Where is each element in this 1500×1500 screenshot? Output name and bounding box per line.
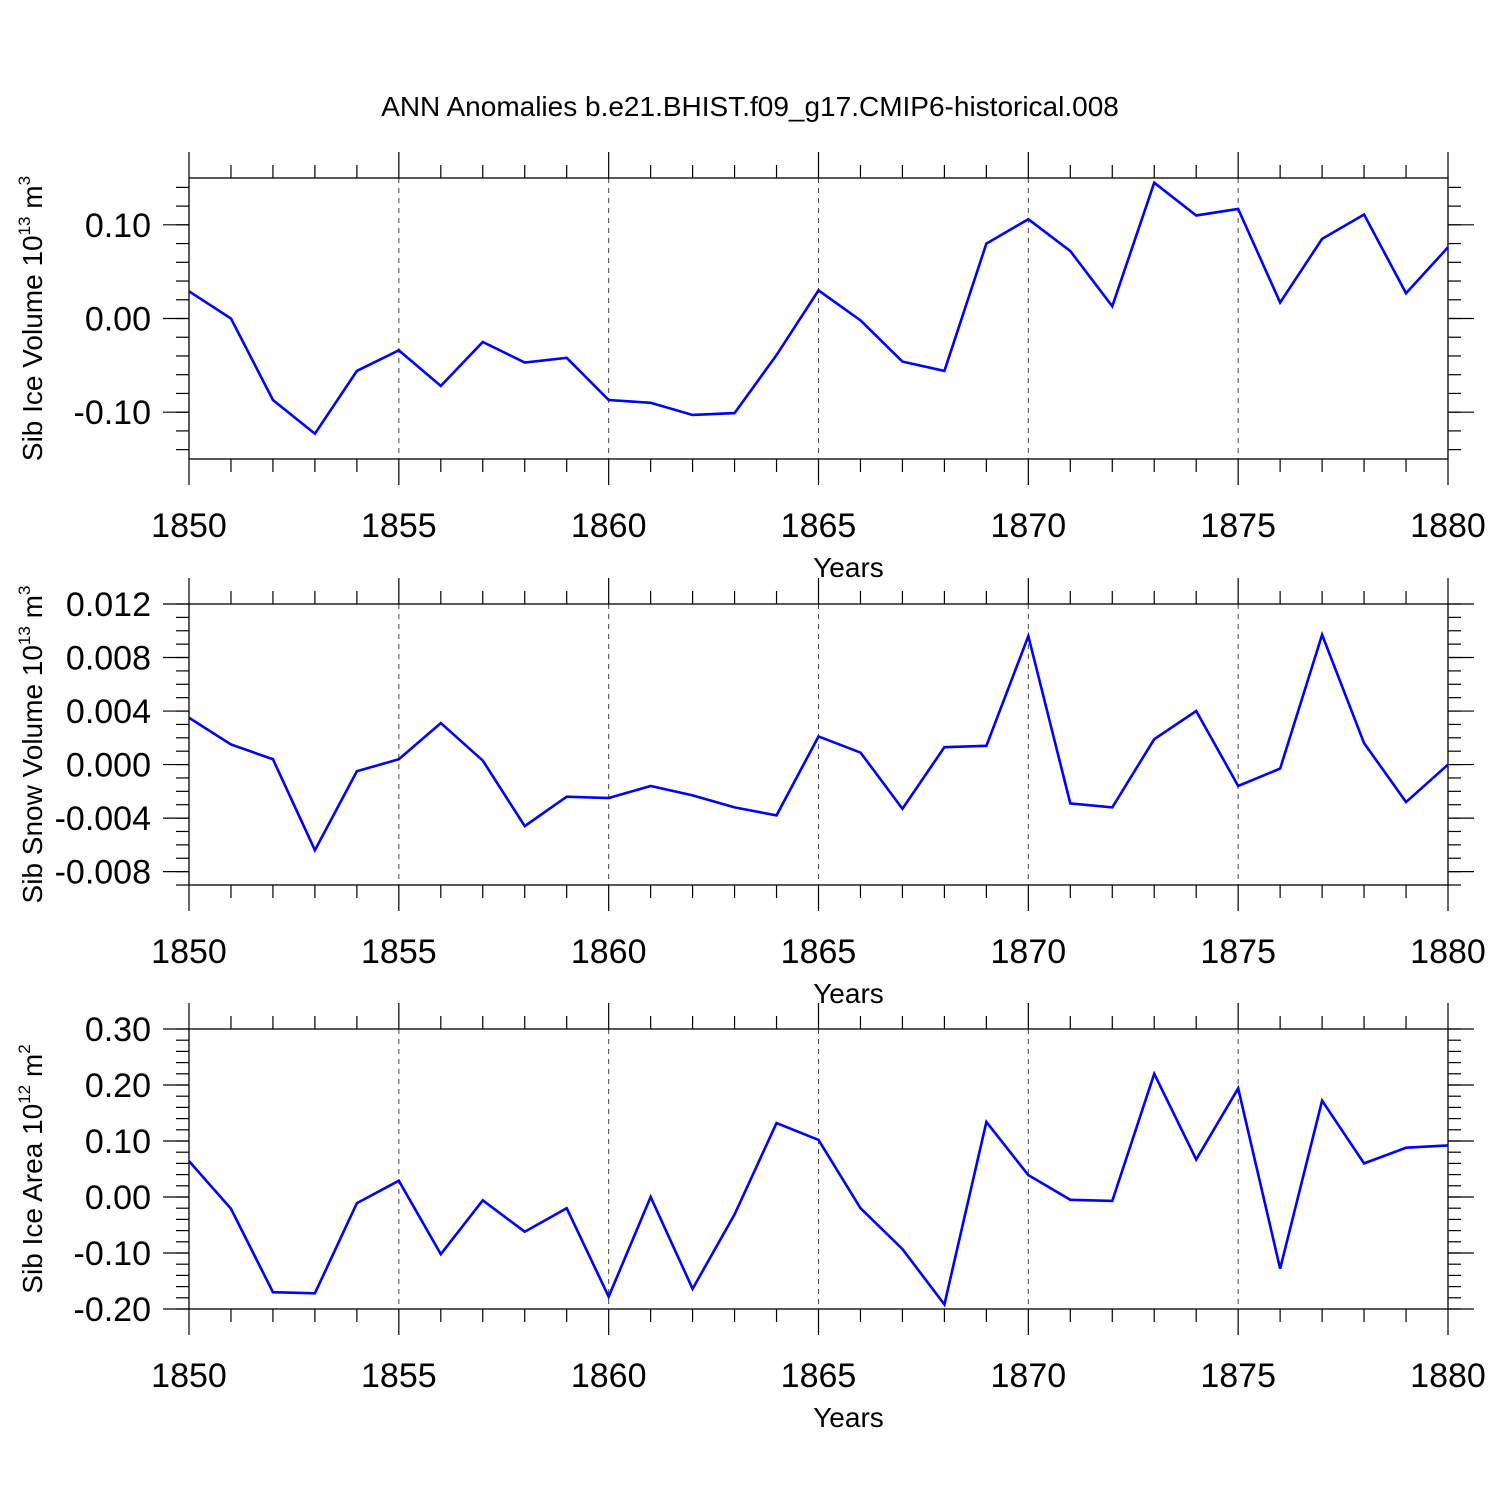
x-axis-label: Years [813, 552, 884, 583]
x-tick-label: 1865 [781, 1357, 857, 1395]
y-tick-label: -0.004 [55, 800, 151, 838]
x-tick-label: 1850 [151, 507, 227, 545]
y-tick-label: 0.10 [85, 1123, 151, 1161]
figure-title: ANN Anomalies b.e21.BHIST.f09_g17.CMIP6-… [381, 91, 1119, 122]
y-axis-label-main: Sib Snow Volume 10 [17, 645, 48, 903]
y-axis-label-main: Sib Ice Volume 10 [17, 235, 48, 461]
x-tick-label: 1875 [1200, 1357, 1276, 1395]
y-axis-label-exponent: 13 [15, 216, 34, 235]
x-tick-label: 1855 [361, 507, 437, 545]
x-tick-label: 1880 [1410, 1357, 1486, 1395]
x-axis-label: Years [813, 1402, 884, 1433]
y-tick-label: -0.008 [55, 854, 151, 892]
x-tick-label: 1860 [571, 507, 647, 545]
x-tick-label: 1850 [151, 1357, 227, 1395]
y-axis-label-main: Sib Ice Area 10 [17, 1104, 48, 1294]
x-tick-label: 1855 [361, 933, 437, 971]
y-axis-label-unit-exponent: 2 [15, 1044, 34, 1053]
y-axis-label-unit-exponent: 3 [15, 176, 34, 185]
x-tick-label: 1850 [151, 933, 227, 971]
y-axis-label-unit: m [17, 1054, 48, 1085]
y-axis-label-exponent: 12 [15, 1085, 34, 1104]
y-tick-label: 0.008 [66, 640, 151, 678]
y-tick-label: 0.10 [85, 207, 151, 245]
x-tick-label: 1880 [1410, 933, 1486, 971]
x-tick-label: 1860 [571, 933, 647, 971]
chart-panel-2: 1850 1855 1860 1865 1870 1875 1880 Years -0.008 -… [15, 578, 1486, 1009]
y-tick-label: 0.000 [66, 747, 151, 785]
y-axis-label-unit-exponent: 3 [15, 586, 34, 595]
y-axis-label-exponent: 13 [15, 626, 34, 645]
y-tick-label: -0.20 [74, 1291, 152, 1329]
y-tick-label: -0.10 [74, 1235, 152, 1273]
y-axis-label: Sib Snow Volume 1013 m3 [15, 586, 48, 904]
x-tick-label: 1875 [1200, 507, 1276, 545]
panels: 1850 1855 1860 1865 1870 1875 1880 Years -0.10 0.… [15, 152, 1486, 1433]
x-tick-label: 1855 [361, 1357, 437, 1395]
y-axis-label-unit: m [17, 185, 48, 216]
y-tick-label: -0.10 [74, 394, 152, 432]
y-tick-label: 0.20 [85, 1067, 151, 1105]
y-tick-label: 0.30 [85, 1011, 151, 1049]
x-tick-label: 1870 [991, 1357, 1067, 1395]
chart-panel-3: 1850 1855 1860 1865 1870 1875 1880 Years -0.20 -0… [15, 1003, 1486, 1433]
y-tick-label: 0.012 [66, 586, 151, 624]
y-tick-label: 0.004 [66, 693, 151, 731]
x-tick-label: 1870 [991, 507, 1067, 545]
x-tick-label: 1880 [1410, 507, 1486, 545]
y-axis-label: Sib Ice Volume 1013 m3 [15, 176, 48, 461]
x-tick-label: 1870 [991, 933, 1067, 971]
y-axis-label: Sib Ice Area 1012 m2 [15, 1044, 48, 1293]
x-tick-label: 1865 [781, 507, 857, 545]
x-tick-label: 1875 [1200, 933, 1276, 971]
x-axis-label: Years [813, 978, 884, 1009]
y-tick-label: 0.00 [85, 301, 151, 339]
y-tick-label: 0.00 [85, 1179, 151, 1217]
x-tick-label: 1865 [781, 933, 857, 971]
chart-panel-1: 1850 1855 1860 1865 1870 1875 1880 Years -0.10 0.… [15, 152, 1486, 583]
x-tick-label: 1860 [571, 1357, 647, 1395]
y-axis-label-unit: m [17, 595, 48, 626]
